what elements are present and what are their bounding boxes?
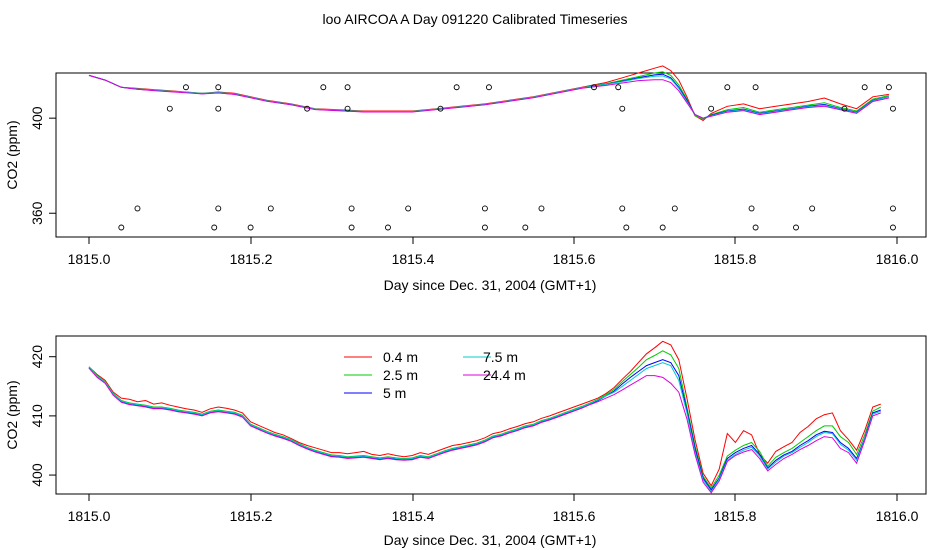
data-marker bbox=[267, 205, 274, 212]
chart-panel-2: 1815.0 1815.2 1815.4 1815.6 1815.8 1816.0 400 4… bbox=[4, 335, 927, 548]
data-marker bbox=[615, 84, 622, 91]
data-marker bbox=[809, 205, 816, 212]
x-tick-label: 1815.2 bbox=[230, 251, 273, 267]
data-marker bbox=[591, 84, 597, 91]
y-tick-label: 420 bbox=[29, 345, 45, 369]
legend-label: 24.4 m bbox=[483, 367, 526, 383]
data-marker bbox=[861, 84, 868, 91]
y-axis-label: CO2 (ppm) bbox=[4, 380, 20, 449]
x-tick-label: 1816.0 bbox=[876, 508, 919, 524]
data-marker bbox=[183, 84, 189, 91]
data-marker bbox=[166, 105, 173, 112]
data-marker bbox=[344, 84, 351, 91]
plot-frame bbox=[55, 72, 927, 238]
data-marker bbox=[211, 224, 218, 231]
series-line-4 bbox=[88, 362, 881, 493]
data-marker bbox=[481, 224, 488, 231]
series-line-5 bbox=[88, 74, 890, 119]
y-tick-label: 400 bbox=[29, 463, 45, 487]
data-marker bbox=[385, 224, 391, 231]
data-marker bbox=[724, 84, 731, 91]
legend-label: 5 m bbox=[383, 385, 406, 401]
data-marker bbox=[481, 205, 488, 212]
data-marker bbox=[348, 205, 355, 212]
data-marker bbox=[890, 224, 896, 231]
data-marker bbox=[890, 205, 896, 212]
series-line-1 bbox=[88, 340, 881, 487]
x-tick-label: 1815.2 bbox=[230, 508, 273, 524]
y-tick-label: 360 bbox=[29, 201, 45, 225]
data-marker bbox=[320, 84, 327, 91]
y-tick-label: 410 bbox=[29, 404, 45, 428]
y-tick-label: 400 bbox=[29, 106, 45, 130]
x-axis-label: Day since Dec. 31, 2004 (GMT+1) bbox=[384, 277, 597, 293]
data-marker bbox=[405, 205, 412, 212]
data-marker bbox=[522, 224, 529, 231]
legend: 0.4 m 2.5 m 5 m 7.5 m 24.4 m bbox=[344, 349, 526, 401]
series-line-5 bbox=[88, 367, 881, 494]
page-title: loo AIRCOA A Day 091220 Calibrated Times… bbox=[322, 11, 628, 27]
data-marker bbox=[841, 105, 848, 112]
x-tick-label: 1815.0 bbox=[68, 508, 111, 524]
data-marker bbox=[748, 205, 755, 212]
x-tick-label: 1815.4 bbox=[392, 508, 435, 524]
x-tick-label: 1816.0 bbox=[876, 251, 919, 267]
data-marker bbox=[304, 105, 311, 112]
x-tick-label: 1815.0 bbox=[68, 251, 111, 267]
data-marker bbox=[619, 205, 626, 212]
y-axis-label: CO2 (ppm) bbox=[4, 120, 20, 189]
data-marker bbox=[885, 84, 892, 91]
data-marker bbox=[215, 105, 222, 112]
legend-label: 2.5 m bbox=[383, 367, 418, 383]
data-marker bbox=[215, 205, 222, 212]
data-marker bbox=[623, 224, 630, 231]
data-marker bbox=[437, 105, 444, 112]
data-marker bbox=[619, 105, 626, 112]
legend-label: 7.5 m bbox=[483, 349, 518, 365]
data-marker bbox=[348, 224, 355, 231]
data-marker bbox=[215, 84, 222, 91]
data-marker bbox=[344, 105, 351, 112]
data-marker bbox=[752, 84, 759, 91]
data-marker bbox=[118, 224, 125, 231]
x-tick-label: 1815.8 bbox=[714, 508, 757, 524]
data-marker bbox=[708, 105, 715, 112]
series-line-3 bbox=[88, 359, 881, 491]
x-tick-label: 1815.8 bbox=[714, 251, 757, 267]
plot-frame bbox=[55, 335, 927, 495]
data-marker bbox=[538, 205, 545, 212]
x-tick-label: 1815.6 bbox=[553, 508, 596, 524]
data-marker bbox=[134, 205, 141, 212]
data-marker bbox=[752, 224, 759, 231]
x-axis-label: Day since Dec. 31, 2004 (GMT+1) bbox=[384, 532, 597, 548]
data-marker bbox=[659, 224, 666, 231]
series-line-2 bbox=[88, 350, 882, 490]
chart-panel-1: 1815.0 1815.2 1815.4 1815.6 1815.8 1816.0 360 4… bbox=[4, 65, 927, 293]
data-marker bbox=[671, 205, 678, 212]
legend-label: 0.4 m bbox=[383, 349, 418, 365]
data-marker bbox=[247, 224, 254, 231]
series-line-3 bbox=[88, 73, 890, 119]
data-marker bbox=[793, 224, 799, 231]
data-marker bbox=[453, 84, 460, 91]
x-tick-label: 1815.6 bbox=[553, 251, 596, 267]
x-tick-label: 1815.4 bbox=[392, 251, 435, 267]
data-marker bbox=[890, 105, 896, 112]
data-marker bbox=[486, 84, 492, 91]
